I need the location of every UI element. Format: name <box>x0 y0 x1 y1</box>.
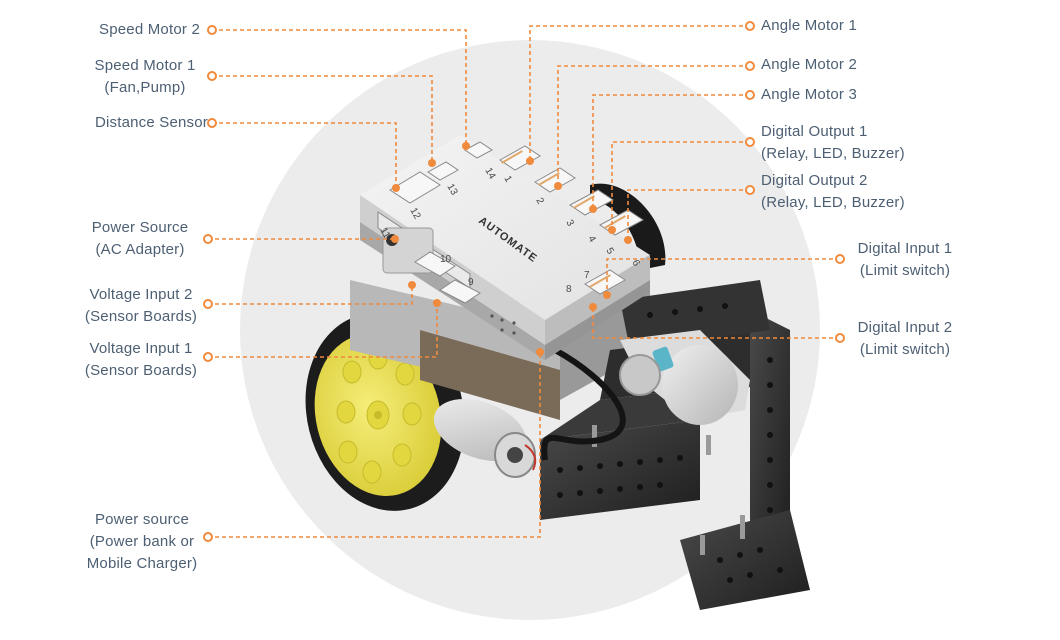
callout-power-bank-port-dot <box>536 348 544 356</box>
port-number: 4 <box>585 234 598 245</box>
label-digital-output-2: Digital Output 2 (Relay, LED, Buzzer) <box>761 170 905 214</box>
label-line: Mobile Charger) <box>86 555 198 572</box>
callout-angle-2-port-dot <box>554 182 562 190</box>
label-speed-motor-2: Speed Motor 2 <box>99 19 200 41</box>
label-line: (Sensor Boards) <box>84 362 198 379</box>
label-line: Angle Motor 1 <box>761 17 857 34</box>
label-power-source-ac: Power Source (AC Adapter) <box>80 217 200 261</box>
label-line: (Limit switch) <box>859 341 951 358</box>
label-line: Angle Motor 2 <box>761 56 857 73</box>
label-line: Voltage Input 1 <box>89 340 193 357</box>
callout-digital-out-2-port-dot <box>624 236 632 244</box>
callout-angle-2 <box>557 65 750 186</box>
callout-power-bank-label-dot <box>203 532 213 542</box>
callout-power-ac-port-dot <box>391 235 399 243</box>
callout-digital-in-2-label-dot <box>835 333 845 343</box>
callout-angle-1-label-dot <box>745 21 755 31</box>
port-number: 7 <box>584 270 590 281</box>
callout-digital-out-1-label-dot <box>745 137 755 147</box>
callout-speed-motor-2 <box>212 29 467 146</box>
label-line: (Limit switch) <box>859 262 951 279</box>
callout-distance-sensor <box>212 122 397 188</box>
callout-voltage-2-port-dot <box>408 281 416 289</box>
port-numbers: 14 13 12 11 10 9 1 2 3 4 5 6 7 8 <box>377 166 642 295</box>
callout-distance-sensor-port-dot <box>392 184 400 192</box>
callout-digital-out-2 <box>627 189 750 240</box>
label-line: (Relay, LED, Buzzer) <box>761 194 905 211</box>
label-line: Digital Output 2 <box>761 172 868 189</box>
label-line: Power source <box>94 511 190 528</box>
callout-angle-2-label-dot <box>745 61 755 71</box>
callout-digital-in-2 <box>592 307 840 339</box>
label-angle-motor-2: Angle Motor 2 <box>761 54 857 76</box>
callout-speed-motor-1-port-dot <box>428 159 436 167</box>
port-number: 14 <box>482 166 497 182</box>
label-line: Speed Motor 1 <box>94 57 196 74</box>
callout-voltage-2-label-dot <box>203 299 213 309</box>
cable <box>541 347 626 461</box>
callout-angle-3-label-dot <box>745 90 755 100</box>
label-voltage-input-1: Voltage Input 1 (Sensor Boards) <box>76 338 206 382</box>
label-angle-motor-3: Angle Motor 3 <box>761 84 857 106</box>
callout-speed-motor-1-label-dot <box>207 71 217 81</box>
port-number: 1 <box>501 174 514 185</box>
port-number: 9 <box>468 277 474 288</box>
callout-lines <box>203 21 845 542</box>
port-number: 5 <box>603 246 616 257</box>
port-number: 8 <box>566 284 572 295</box>
callout-angle-1 <box>529 25 750 161</box>
label-distance-sensor: Distance Sensor <box>95 112 208 134</box>
label-line: Digital Input 2 <box>857 319 953 336</box>
callout-digital-out-1-port-dot <box>608 226 616 234</box>
label-digital-output-1: Digital Output 1 (Relay, LED, Buzzer) <box>761 121 905 165</box>
callout-angle-3 <box>592 94 750 209</box>
port-number: 2 <box>533 196 546 207</box>
label-line: Power Source <box>91 219 189 236</box>
callout-voltage-2 <box>208 285 413 305</box>
callout-voltage-1-label-dot <box>203 352 213 362</box>
callout-digital-in-1-port-dot <box>603 291 611 299</box>
label-voltage-input-2: Voltage Input 2 (Sensor Boards) <box>76 284 206 328</box>
label-power-source-bank: Power source (Power bank or Mobile Charg… <box>74 509 210 575</box>
label-speed-motor-1: Speed Motor 1 (Fan,Pump) <box>88 55 202 99</box>
label-digital-input-2: Digital Input 2 (Limit switch) <box>848 317 962 361</box>
label-line: Distance Sensor <box>94 114 208 131</box>
callout-voltage-1-port-dot <box>433 299 441 307</box>
label-line: Speed Motor 2 <box>99 21 200 38</box>
label-line: Angle Motor 3 <box>761 86 857 103</box>
callout-speed-motor-1 <box>212 75 433 163</box>
label-line: Digital Input 1 <box>857 240 953 257</box>
label-line: Digital Output 1 <box>761 123 868 140</box>
callout-digital-in-1 <box>606 258 840 295</box>
port-number: 3 <box>563 218 576 229</box>
callout-angle-3-port-dot <box>589 205 597 213</box>
port-number: 13 <box>444 182 459 198</box>
callout-speed-motor-2-label-dot <box>207 25 217 35</box>
label-line: (Fan,Pump) <box>104 79 186 96</box>
callout-digital-in-2-port-dot <box>589 303 597 311</box>
label-line: Voltage Input 2 <box>89 286 193 303</box>
label-line: (Sensor Boards) <box>84 308 198 325</box>
callout-power-ac-label-dot <box>203 234 213 244</box>
port-number: 12 <box>407 206 422 222</box>
port-number: 6 <box>629 258 642 269</box>
callout-digital-out-1 <box>611 141 750 230</box>
callout-distance-sensor-label-dot <box>207 118 217 128</box>
port-number: 10 <box>440 254 452 265</box>
drive-motor <box>433 398 537 478</box>
callout-power-bank <box>208 352 541 538</box>
label-line: (AC Adapter) <box>95 241 185 258</box>
label-line: (Relay, LED, Buzzer) <box>761 145 905 162</box>
servo-motor <box>619 330 750 425</box>
callout-digital-out-2-label-dot <box>745 185 755 195</box>
callout-digital-in-1-label-dot <box>835 254 845 264</box>
label-angle-motor-1: Angle Motor 1 <box>761 15 857 37</box>
callout-speed-motor-2-port-dot <box>462 142 470 150</box>
label-line: (Power bank or <box>89 533 195 550</box>
label-digital-input-1: Digital Input 1 (Limit switch) <box>848 238 962 282</box>
callout-angle-1-port-dot <box>526 157 534 165</box>
